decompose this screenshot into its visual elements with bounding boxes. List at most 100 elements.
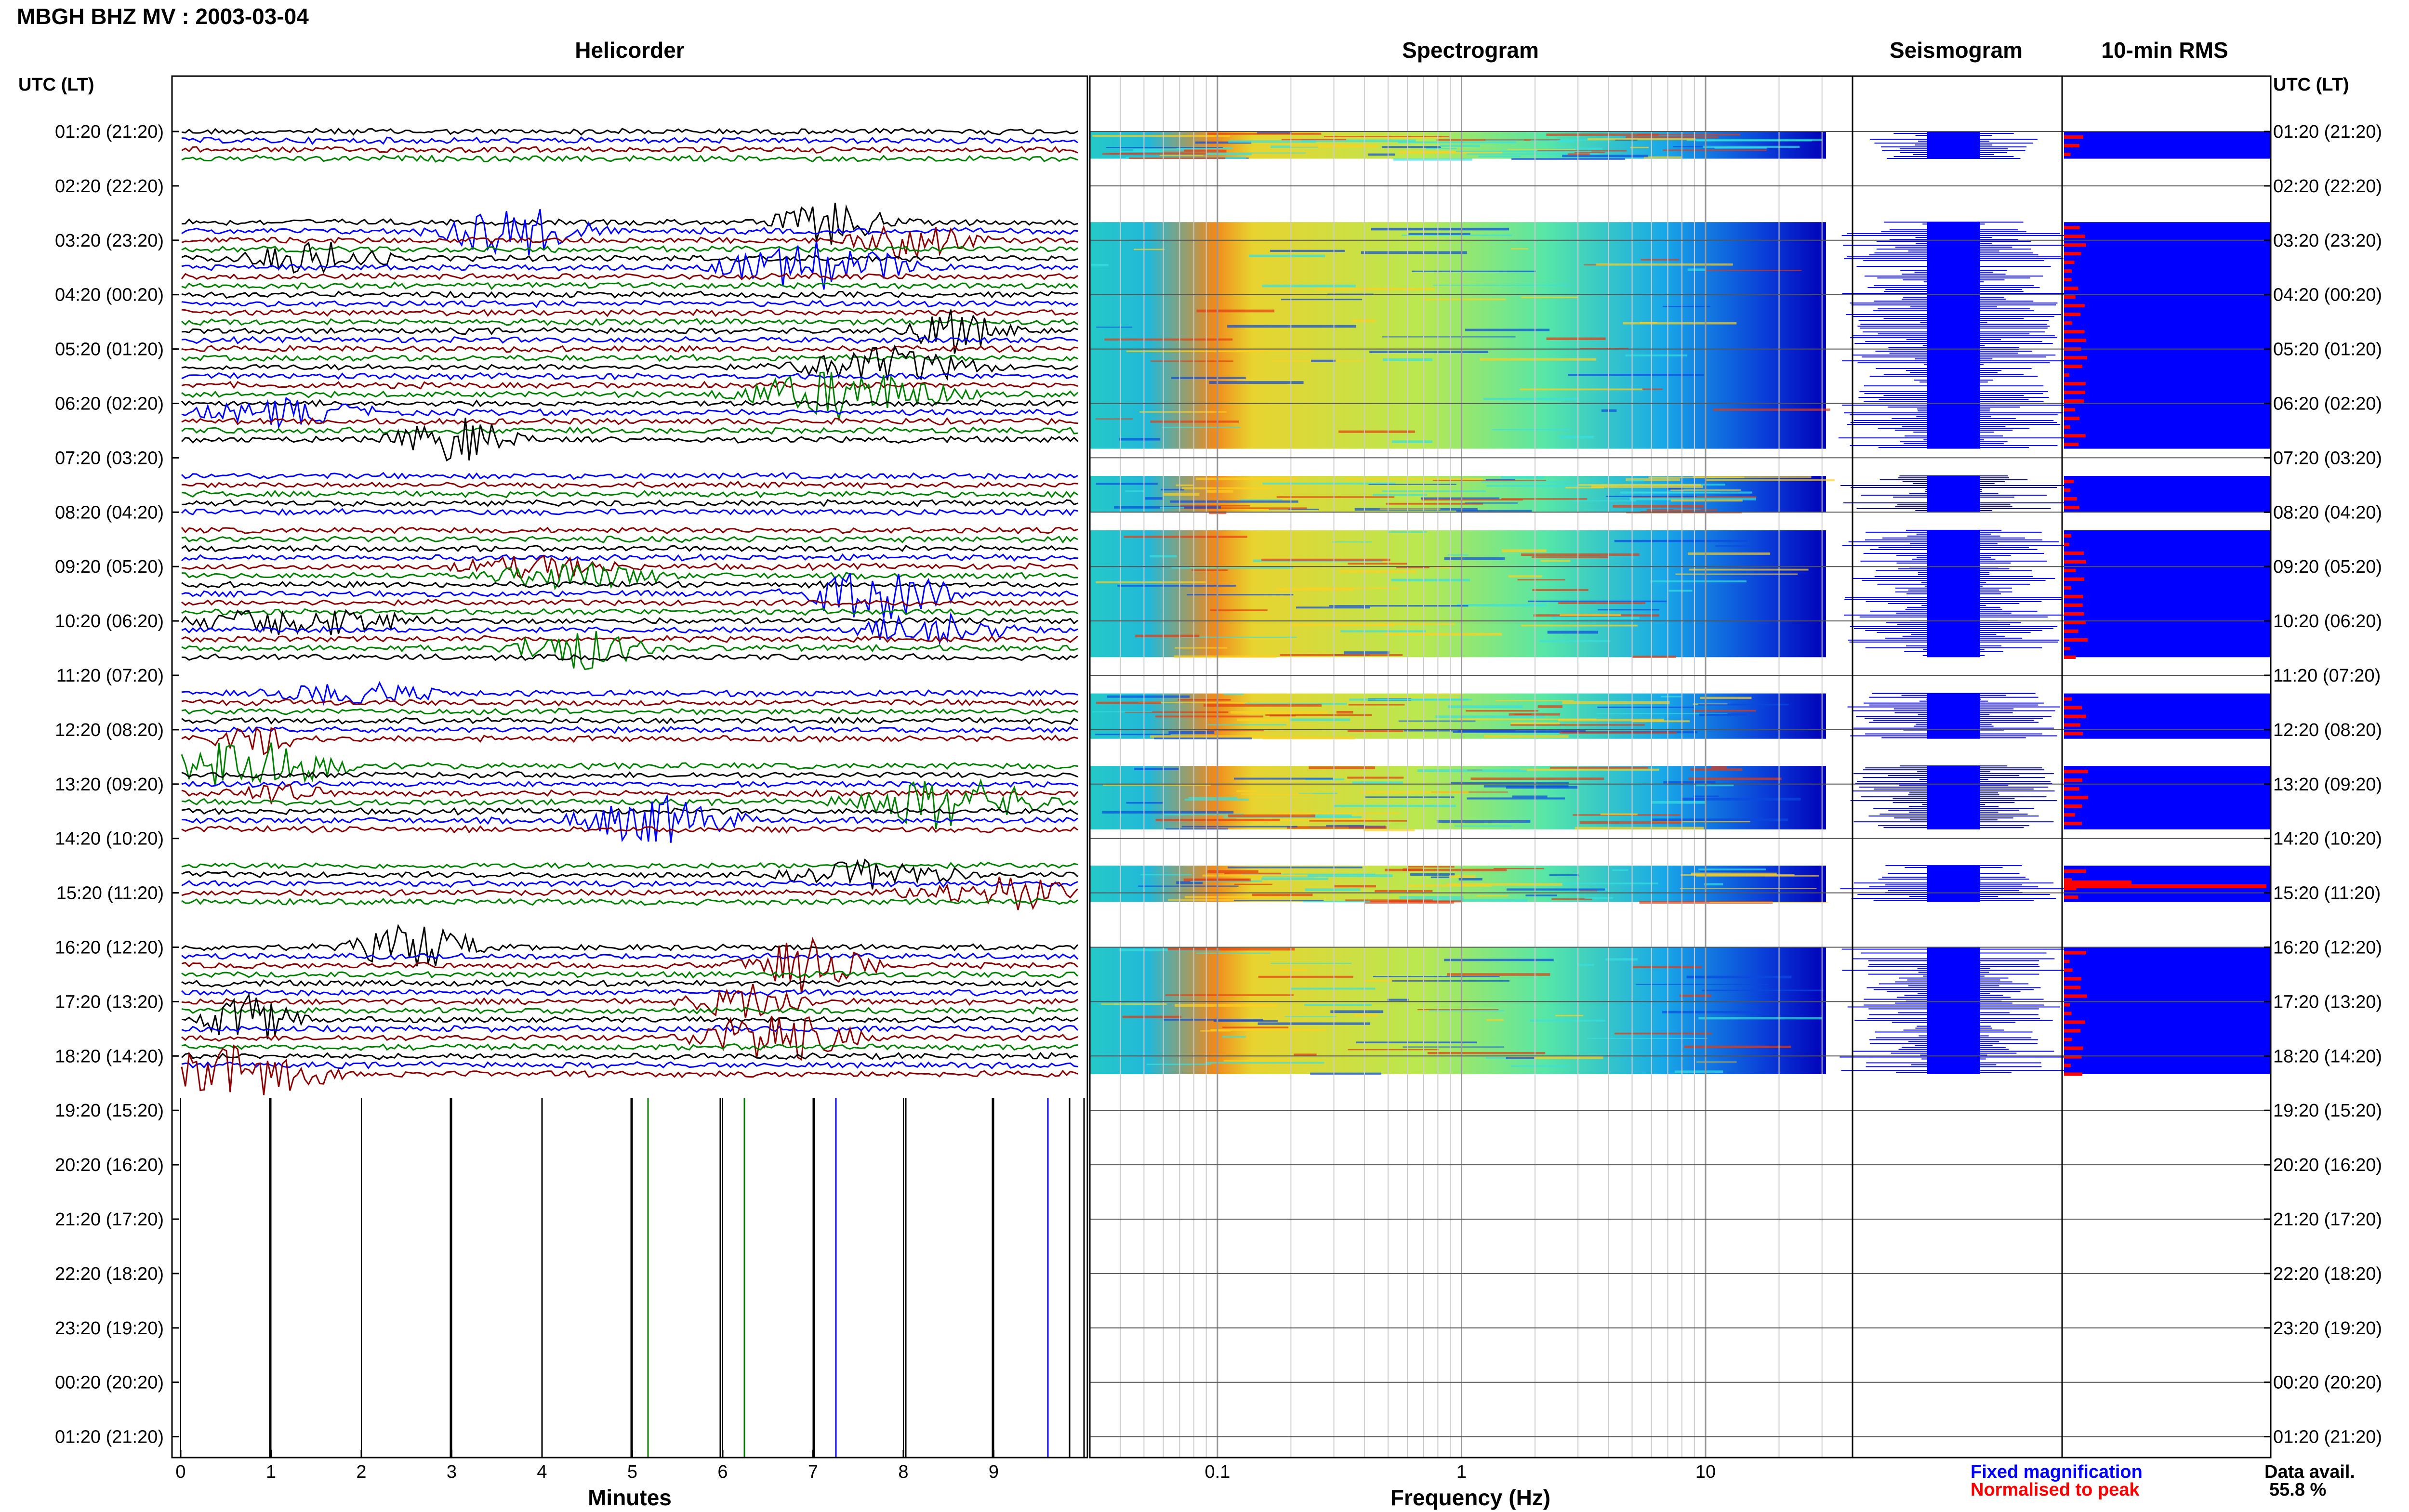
rms-peak-bar <box>2064 243 2086 247</box>
time-label-left: 07:20 (03:20) <box>55 448 164 468</box>
spectrogram-streak <box>1237 350 1314 352</box>
rms-peak-bar <box>2064 878 2072 882</box>
spectrogram-streak <box>1486 485 1617 487</box>
spectrogram-streak <box>1550 766 1648 769</box>
spectrogram-streak <box>1160 507 1184 509</box>
spectrogram-streak <box>1135 634 1199 637</box>
time-label-left: 01:20 (21:20) <box>55 122 164 142</box>
spectrogram-streak <box>1643 156 1681 159</box>
spectrogram-streak <box>1457 718 1597 720</box>
spectrogram-streak <box>1433 480 1547 481</box>
spectrogram-streak <box>1396 566 1430 568</box>
spectrogram-streak <box>1506 786 1579 789</box>
minute-tick-label: 5 <box>627 1462 637 1482</box>
helicorder-trace <box>181 371 1079 422</box>
helicorder-trace <box>181 780 1078 789</box>
helicorder-trace <box>181 1061 1078 1070</box>
spectrogram-streak <box>1699 697 1752 699</box>
rms-peak-bar <box>2064 560 2086 564</box>
spectrogram-streak <box>1547 631 1598 634</box>
spectrogram-streak <box>1296 606 1370 609</box>
spectrogram-streak <box>1178 698 1231 701</box>
spectrogram-streak <box>1465 710 1538 712</box>
spectrogram-streak <box>1196 309 1275 313</box>
time-label-left: 01:20 (21:20) <box>55 1427 164 1447</box>
spectrogram-streak <box>1626 478 1681 481</box>
spectrogram-streak <box>1551 898 1592 900</box>
rms-peak-bar <box>2064 770 2088 774</box>
spectrogram-streak <box>1345 478 1483 480</box>
spectrogram-streak <box>1150 360 1233 362</box>
rms-peak-bar <box>2064 488 2071 492</box>
spectrogram-streak <box>1090 263 1109 266</box>
rms-peak-bar <box>2064 144 2079 147</box>
spectrogram-streak <box>1351 319 1376 322</box>
spectrogram-streak <box>1427 1052 1546 1054</box>
spectrogram-streak <box>1406 884 1425 887</box>
spectrogram-streak <box>1575 152 1605 153</box>
spectrogram-streak <box>1373 976 1500 977</box>
spectrogram-streak <box>1698 1017 1823 1020</box>
spectrogram-streak <box>1385 868 1507 871</box>
spectrogram-streak <box>1706 479 1835 481</box>
spectrogram-streak <box>1124 536 1247 538</box>
spectrogram-streak <box>1568 374 1704 376</box>
rms-peak-bar <box>2064 434 2086 438</box>
time-label-right: 00:20 (20:20) <box>2273 1373 2382 1393</box>
spectrogram-streak <box>1444 959 1554 961</box>
spectrogram-streak <box>1360 791 1469 794</box>
spectrogram-streak <box>1265 714 1372 716</box>
spectrogram-streak <box>1429 1010 1504 1012</box>
rms-peak-bar <box>2064 1029 2081 1033</box>
spectrogram-streak <box>1163 493 1200 496</box>
time-label-right: 15:20 (11:20) <box>2273 883 2381 904</box>
spectrogram-streak <box>1228 814 1315 817</box>
time-label-right: 22:20 (18:20) <box>2273 1264 2382 1284</box>
spectrogram-streak <box>1096 581 1207 583</box>
spectrogram-streak <box>1298 792 1338 794</box>
spectrogram-streak <box>1227 867 1363 868</box>
spectrogram-streak <box>1501 498 1588 500</box>
helicorder-xlabel: Minutes <box>588 1485 672 1510</box>
spectrogram-streak <box>1150 421 1239 423</box>
helicorder-trace <box>181 634 1078 644</box>
helicorder-trace <box>181 599 1078 607</box>
spectrogram-streak <box>1558 435 1594 439</box>
spectrogram-streak <box>1274 812 1400 815</box>
spectrogram-streak <box>1234 777 1333 780</box>
spectrogram-streak <box>1430 876 1450 879</box>
helicorder-trace <box>181 783 1079 805</box>
rms-peak-bar <box>2064 732 2083 736</box>
spectrogram-streak <box>1600 813 1638 815</box>
spectrogram-streak <box>1632 656 1676 658</box>
spectrogram-streak <box>1454 825 1512 827</box>
time-label-right: 07:20 (03:20) <box>2273 448 2382 468</box>
spectrogram-streak <box>1711 766 1727 769</box>
rms-peak-bar <box>2064 295 2076 299</box>
time-label-right: 11:20 (07:20) <box>2273 666 2381 686</box>
helicorder-trace <box>181 336 1078 344</box>
spectrogram-streak <box>1102 811 1234 814</box>
helicorder-trace <box>181 573 1078 619</box>
spectrogram-streak <box>1398 720 1476 722</box>
spectrogram-streak <box>1667 487 1683 490</box>
helicorder-trace <box>181 952 1079 960</box>
helicorder-trace <box>181 984 1078 1018</box>
spectrogram-streak <box>1486 1019 1504 1021</box>
spectrogram-streak <box>1304 1003 1372 1006</box>
helicorder-trace <box>181 344 1078 381</box>
rms-peak-bar <box>2064 787 2079 791</box>
spectrogram-streak <box>1309 766 1375 769</box>
spectrogram-streak <box>1336 710 1353 714</box>
spectrogram-streak <box>1301 139 1416 143</box>
spectrogram-streak <box>1493 868 1544 869</box>
rms-bar-block <box>2064 947 2271 1074</box>
helicorder-trace <box>181 145 1078 154</box>
spectrogram-streak <box>1222 1026 1289 1028</box>
spectrogram-streak <box>1525 894 1558 896</box>
rms-peak-bar <box>2064 629 2078 633</box>
rms-peak-bar <box>2064 646 2070 650</box>
spectrogram-streak <box>1446 883 1562 886</box>
spectrogram-streak <box>1652 818 1788 821</box>
rms-bar-block <box>2064 476 2271 513</box>
